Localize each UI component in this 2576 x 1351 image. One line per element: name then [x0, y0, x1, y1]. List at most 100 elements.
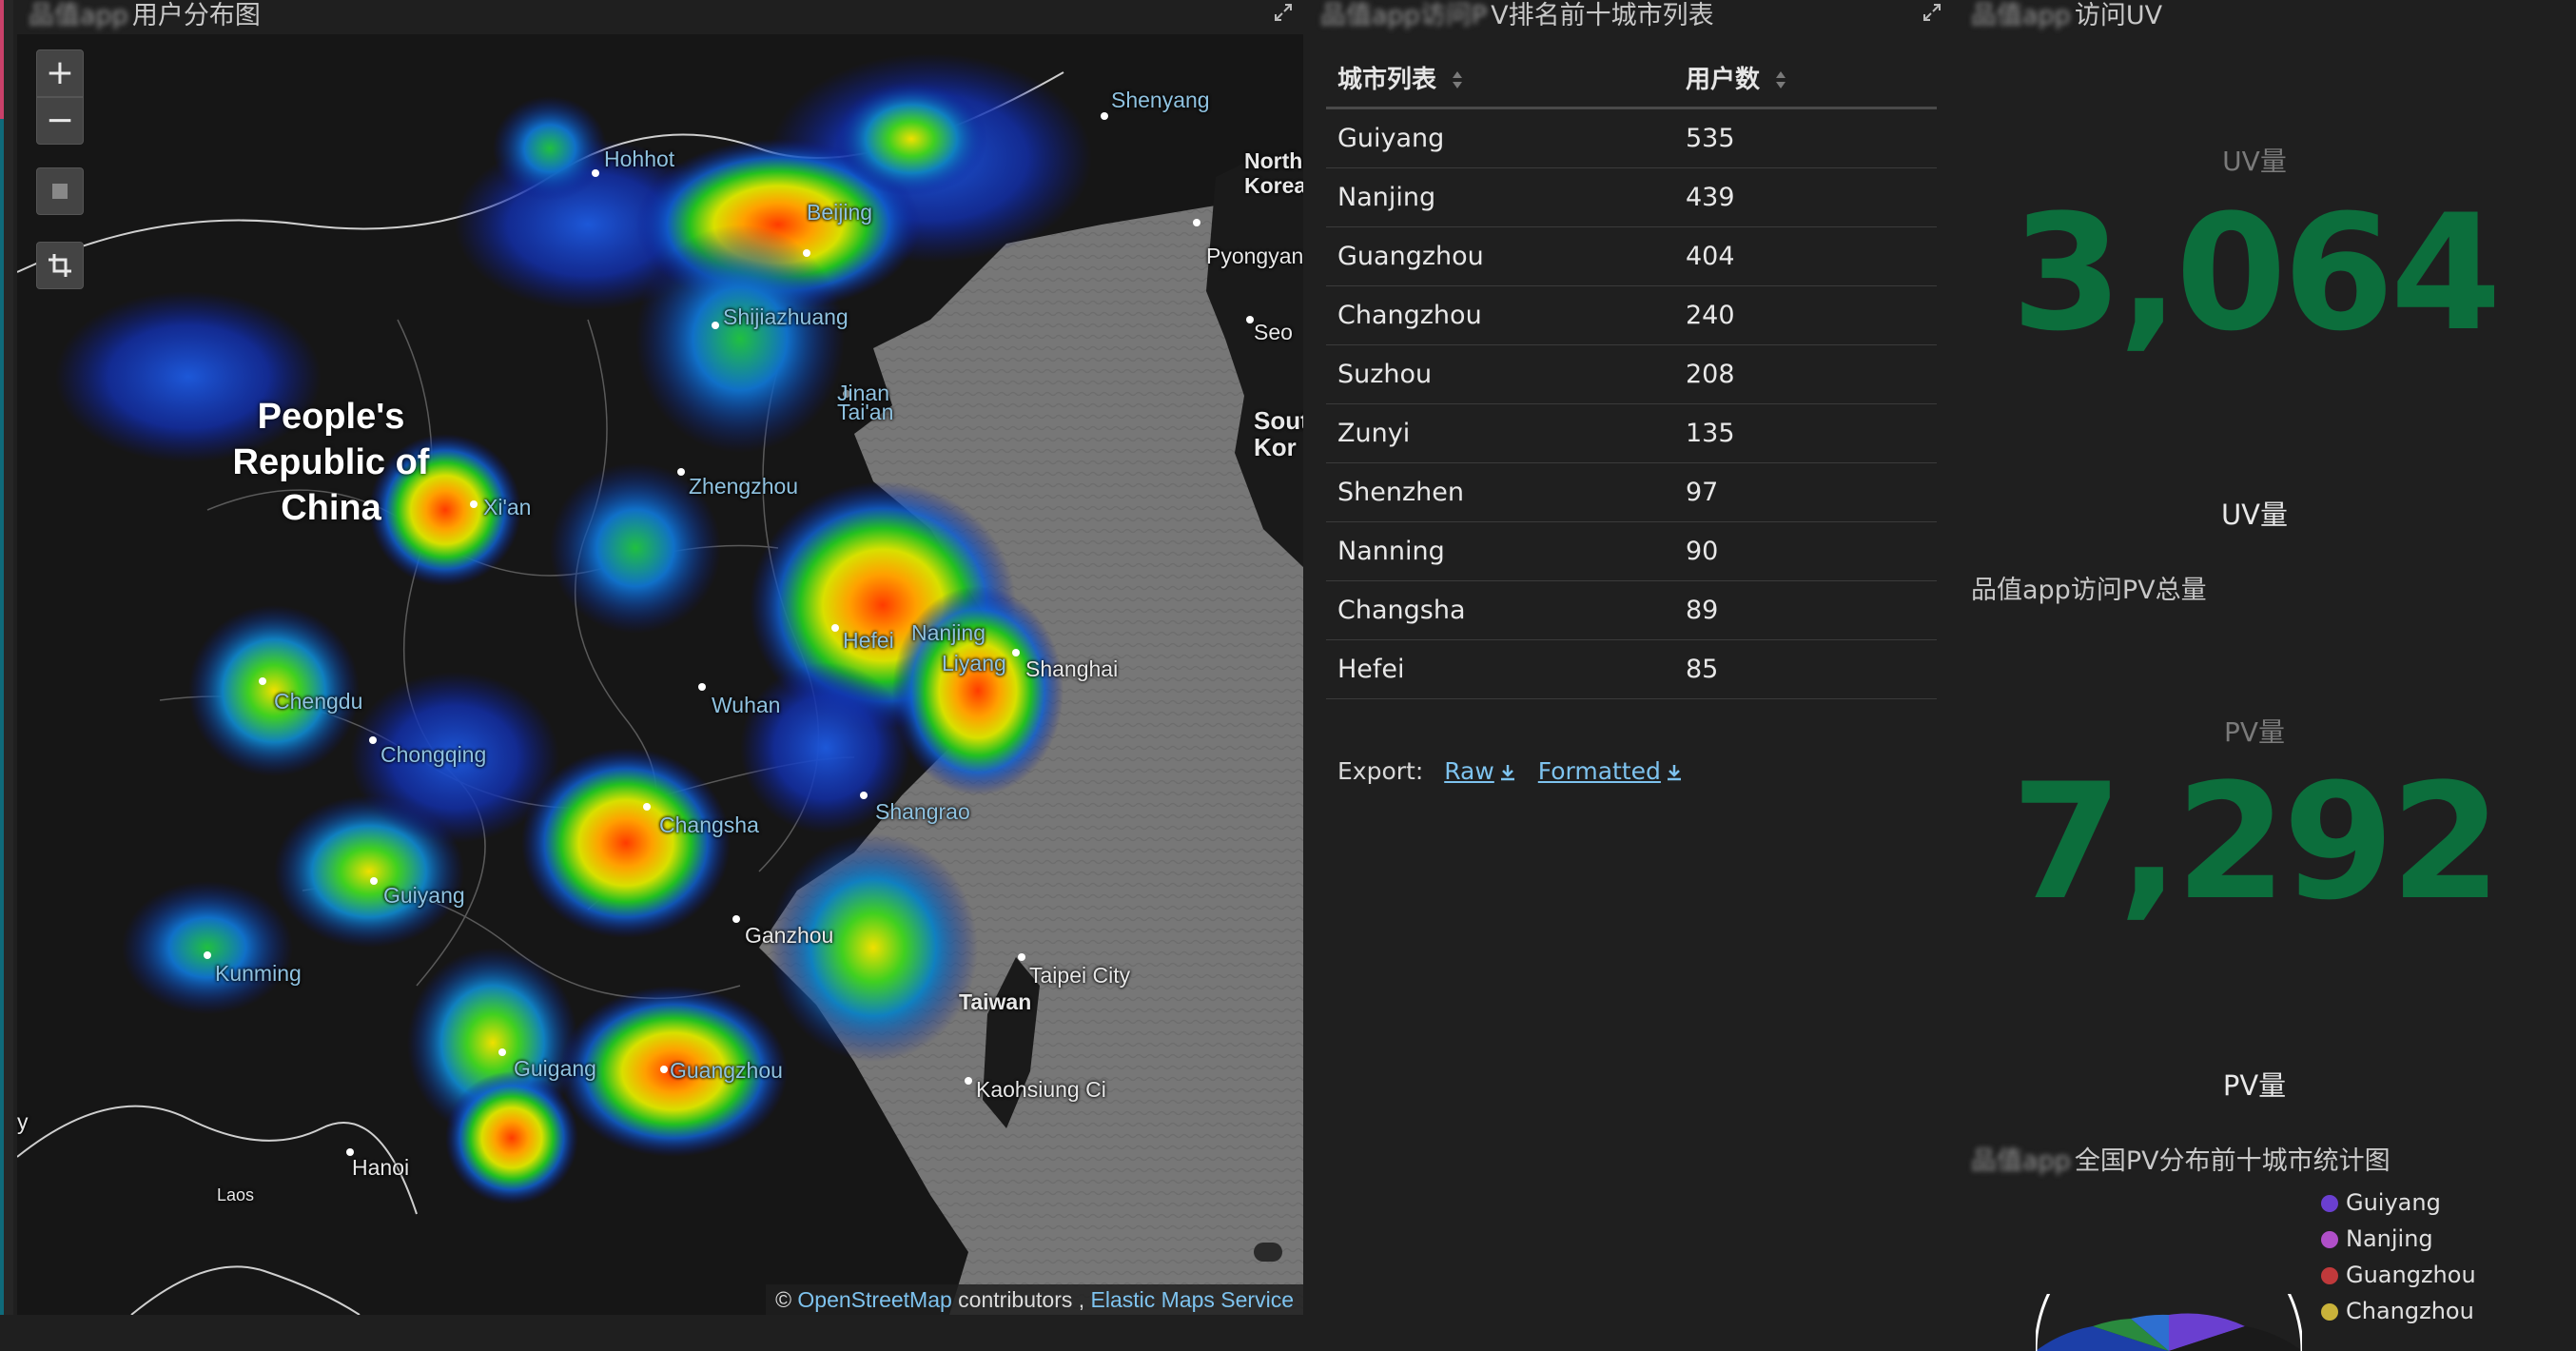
city-label: Ganzhou: [745, 923, 834, 948]
legend-item[interactable]: Changzhou: [2321, 1298, 2474, 1324]
city-label: Chongqing: [381, 742, 487, 767]
cell-users: 535: [1686, 124, 1735, 153]
export-formatted-label: Formatted: [1537, 757, 1661, 785]
table-row: Changsha 89: [1326, 581, 1937, 640]
taiwan-island: [983, 957, 1040, 1128]
legend-item[interactable]: Guangzhou: [2321, 1262, 2476, 1288]
city-label: Shijiazhuang: [723, 304, 849, 329]
legend-item[interactable]: Nanjing: [2321, 1225, 2433, 1252]
city-label: Zhengzhou: [689, 474, 799, 499]
export-formatted-link[interactable]: Formatted: [1538, 757, 1684, 785]
city-label: Chengdu: [274, 689, 363, 714]
table-row: Suzhou 208: [1326, 345, 1937, 404]
zoom-in-button[interactable]: +: [36, 49, 84, 97]
city-label: Liyang: [942, 651, 1006, 676]
edge-accent-red: [0, 0, 4, 119]
legend-label: Guiyang: [2346, 1189, 2441, 1216]
export-label: Export:: [1337, 757, 1424, 785]
city-label: South Kor: [1254, 406, 1303, 461]
pie-chart-partial: [2036, 1294, 2302, 1351]
city-label: Pyongyang: [1206, 244, 1303, 268]
city-label: North Korea: [1244, 148, 1303, 198]
pv-panel-title: 品值app访问PV总量: [1971, 576, 2207, 605]
table-panel-title: 品值app访问P V排名前十城市列表: [1320, 0, 1714, 34]
edge-accent-teal: [0, 119, 4, 1315]
city-label: Taipei City: [1029, 963, 1131, 988]
legend-swatch: [2321, 1267, 2338, 1284]
export-raw-label: Raw: [1444, 757, 1494, 785]
attribution-mid: contributors ,: [951, 1287, 1091, 1312]
legend-item[interactable]: Guiyang: [2321, 1189, 2441, 1216]
cell-users: 404: [1686, 242, 1735, 271]
expand-icon[interactable]: [1273, 2, 1294, 23]
cell-city: Nanjing: [1337, 183, 1436, 212]
download-icon: [1500, 765, 1514, 781]
city-label: Xi'an: [483, 495, 532, 519]
column-header-users[interactable]: 用户数: [1674, 60, 1937, 95]
top-cities-table: 城市列表 用户数 Guiyang 535 Nanjing 439 Guangzhou 40…: [1326, 48, 1937, 699]
cell-users: 89: [1686, 596, 1719, 625]
korean-peninsula: [1206, 158, 1303, 567]
square-icon: [52, 184, 68, 199]
sort-icon: [1453, 71, 1463, 88]
expand-icon[interactable]: [1922, 2, 1942, 23]
fit-bounds-button[interactable]: [36, 242, 84, 289]
column-header-city[interactable]: 城市列表: [1326, 60, 1674, 95]
table-row: Nanning 90: [1326, 522, 1937, 581]
legend-swatch: [2321, 1231, 2338, 1248]
city-label: Laos: [217, 1185, 255, 1204]
city-label: Hanoi: [352, 1155, 410, 1180]
cell-city: Zunyi: [1337, 419, 1411, 448]
country-label-line: People's: [257, 397, 405, 437]
table-title-text: V排名前十城市列表: [1491, 1, 1714, 30]
column-header-city-label: 城市列表: [1337, 65, 1437, 94]
draw-rectangle-button[interactable]: [36, 167, 84, 215]
pv-metric-value: 7,292: [2011, 749, 2501, 935]
legend-label: Changzhou: [2346, 1298, 2474, 1324]
city-label: Guangzhou: [670, 1058, 783, 1083]
left-edge-strip: [0, 0, 13, 1315]
city-label: Shenyang: [1111, 88, 1210, 112]
table-row: Shenzhen 97: [1326, 463, 1937, 522]
download-icon: [1667, 765, 1681, 781]
legend-label: Guangzhou: [2346, 1262, 2476, 1288]
uv-title-text: 访问UV: [2074, 1, 2163, 30]
country-label-line: China: [281, 488, 381, 528]
ems-link[interactable]: Elastic Maps Service: [1090, 1287, 1294, 1312]
city-dots: [204, 112, 1254, 1156]
cell-city: Changzhou: [1337, 301, 1482, 330]
cell-users: 208: [1686, 360, 1735, 389]
map-title-blurred-prefix: 品值app: [29, 1, 128, 30]
cell-city: Guangzhou: [1337, 242, 1484, 271]
city-label: Nanjing: [911, 620, 986, 645]
heatmap-map[interactable]: + − People's Republic of China Hohhot She…: [17, 34, 1303, 1315]
uv-metric-caption: UV量: [2222, 146, 2287, 177]
pie-panel-title: 品值app 全国PV分布前十城市统计图: [1971, 1140, 2391, 1177]
city-label: Seo: [1254, 320, 1293, 344]
zoom-out-button[interactable]: −: [36, 97, 84, 145]
pv-metric-label: PV量: [2222, 1069, 2287, 1102]
cell-users: 135: [1686, 419, 1735, 448]
city-label: Hohhot: [604, 147, 675, 171]
sort-icon: [1776, 71, 1786, 88]
table-row: Guiyang 535: [1326, 109, 1937, 168]
table-header: 城市列表 用户数: [1326, 48, 1937, 109]
cell-city: Nanning: [1337, 537, 1445, 566]
osm-link[interactable]: OpenStreetMap: [797, 1287, 952, 1312]
export-raw-link[interactable]: Raw: [1444, 757, 1517, 785]
cell-city: Hefei: [1337, 655, 1405, 684]
export-bar: Export: Raw Formatted: [1337, 757, 1684, 785]
country-label: People's Republic of China: [188, 394, 474, 531]
cell-users: 439: [1686, 183, 1735, 212]
city-label: Shangrao: [875, 799, 970, 824]
city-label: Changsha: [659, 813, 759, 837]
uv-panel-title: 品值app 访问UV: [1971, 0, 2162, 34]
pv-metric-caption: PV量: [2223, 716, 2286, 748]
map-panel-title: 品值app 用户分布图: [29, 0, 261, 34]
city-label: Guigang: [514, 1056, 596, 1081]
city-label: Kunming: [215, 961, 302, 986]
table-title-blurred-prefix: 品值app访问P: [1320, 1, 1488, 30]
city-label: Guiyang: [383, 883, 465, 908]
city-label: Shanghai: [1025, 656, 1119, 681]
country-label-line: Republic of: [232, 442, 430, 482]
